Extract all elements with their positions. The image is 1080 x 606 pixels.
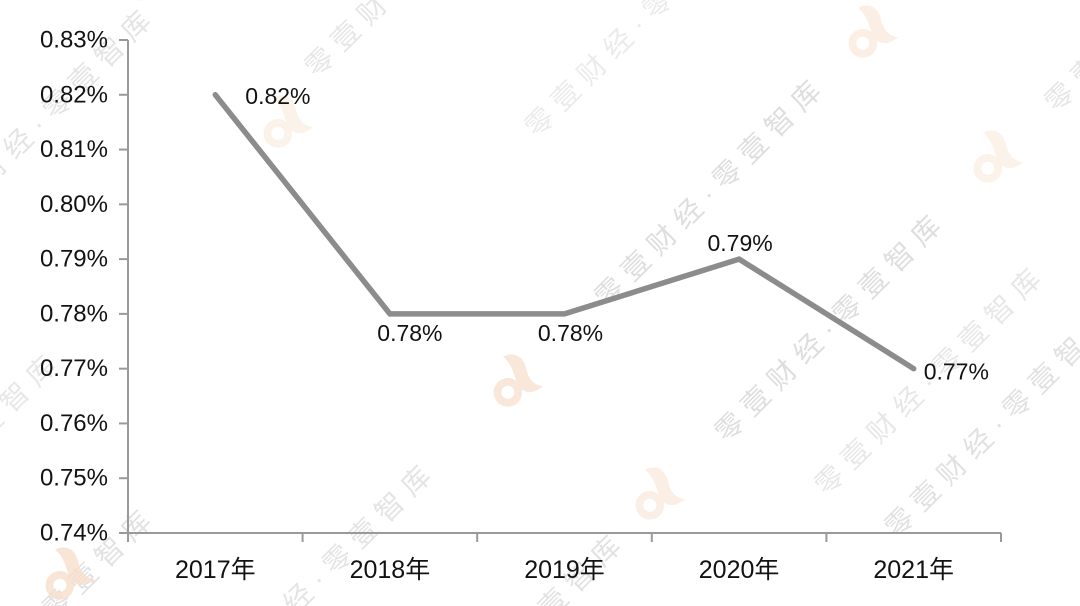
x-category-label: 2019年 bbox=[524, 556, 605, 584]
point-label: 0.78% bbox=[377, 320, 442, 346]
x-category-label: 2020年 bbox=[699, 556, 780, 584]
y-tick-label: 0.83% bbox=[40, 27, 108, 54]
y-tick-label: 0.75% bbox=[40, 465, 108, 492]
y-tick-label: 0.79% bbox=[40, 246, 108, 273]
point-label: 0.79% bbox=[707, 230, 772, 256]
y-tick-label: 0.76% bbox=[40, 410, 108, 437]
y-tick-label: 0.74% bbox=[40, 520, 108, 547]
point-label: 0.77% bbox=[924, 359, 989, 385]
y-tick-label: 0.81% bbox=[40, 136, 108, 163]
x-category-label: 2017年 bbox=[175, 556, 256, 584]
x-category-label: 2021年 bbox=[873, 556, 954, 584]
y-tick-label: 0.78% bbox=[40, 300, 108, 327]
y-tick-label: 0.80% bbox=[40, 191, 108, 218]
point-label: 0.82% bbox=[245, 83, 310, 109]
y-tick-label: 0.82% bbox=[40, 81, 108, 108]
point-label: 0.78% bbox=[538, 320, 603, 346]
x-category-label: 2018年 bbox=[350, 556, 431, 584]
trend-line bbox=[212, 92, 917, 372]
y-tick-label: 0.77% bbox=[40, 355, 108, 382]
